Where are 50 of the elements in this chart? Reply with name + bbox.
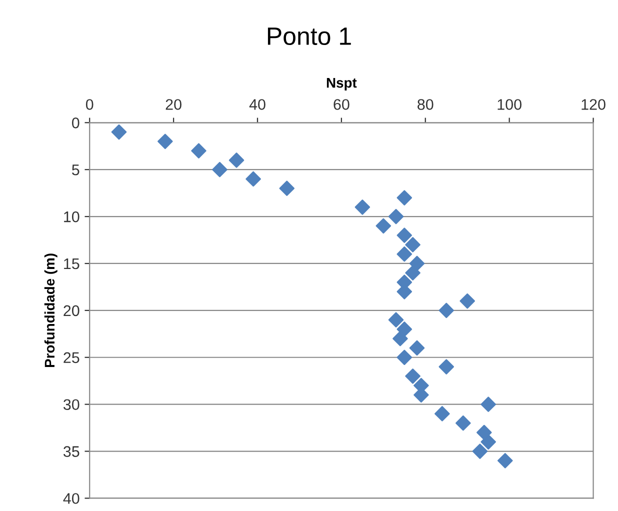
point — [480, 396, 496, 412]
y-axis-title: Profundidade (m) — [44, 254, 58, 367]
point — [472, 444, 488, 459]
y-tick-label: 40 — [63, 493, 80, 504]
y-tick-label: 15 — [64, 258, 80, 270]
x-tick-label: 80 — [418, 99, 434, 110]
x-tick-label: 20 — [166, 99, 182, 110]
point — [191, 143, 206, 158]
x-tick-label: 40 — [249, 99, 266, 110]
point — [438, 359, 454, 374]
point — [476, 424, 492, 440]
point — [392, 330, 408, 346]
point — [388, 208, 404, 224]
point — [158, 134, 173, 150]
point — [111, 124, 127, 140]
y-tick-label: 35 — [63, 446, 80, 457]
point — [354, 200, 370, 215]
point — [480, 434, 496, 450]
y-tick-label: 25 — [64, 352, 80, 364]
x-tick-label: 60 — [334, 99, 350, 110]
point — [434, 406, 450, 422]
y-tick-label: 0 — [72, 118, 80, 128]
point — [460, 293, 475, 309]
point — [279, 180, 295, 196]
x-tick-label: 100 — [498, 99, 522, 110]
y-tick-label: 10 — [64, 211, 80, 222]
x-axis-title: Nspt — [326, 78, 357, 90]
point — [456, 415, 471, 431]
point — [405, 265, 420, 281]
point — [498, 453, 513, 468]
x-tick-label: 120 — [582, 99, 606, 110]
point — [212, 162, 228, 178]
point — [405, 368, 420, 384]
point — [396, 350, 412, 366]
point — [409, 340, 425, 356]
point — [396, 228, 412, 243]
point — [246, 171, 261, 187]
y-tick-label: 5 — [72, 164, 80, 176]
y-tick-label: 30 — [63, 399, 80, 410]
point — [405, 237, 420, 252]
point — [396, 190, 412, 206]
chart-title: Ponto 1 — [268, 28, 351, 46]
point — [376, 218, 392, 234]
y-tick-label: 20 — [64, 305, 80, 316]
point — [396, 322, 412, 337]
x-tick-label: 0 — [86, 99, 94, 110]
point — [396, 246, 412, 262]
point — [388, 312, 404, 328]
point — [438, 302, 454, 318]
point — [228, 152, 244, 168]
